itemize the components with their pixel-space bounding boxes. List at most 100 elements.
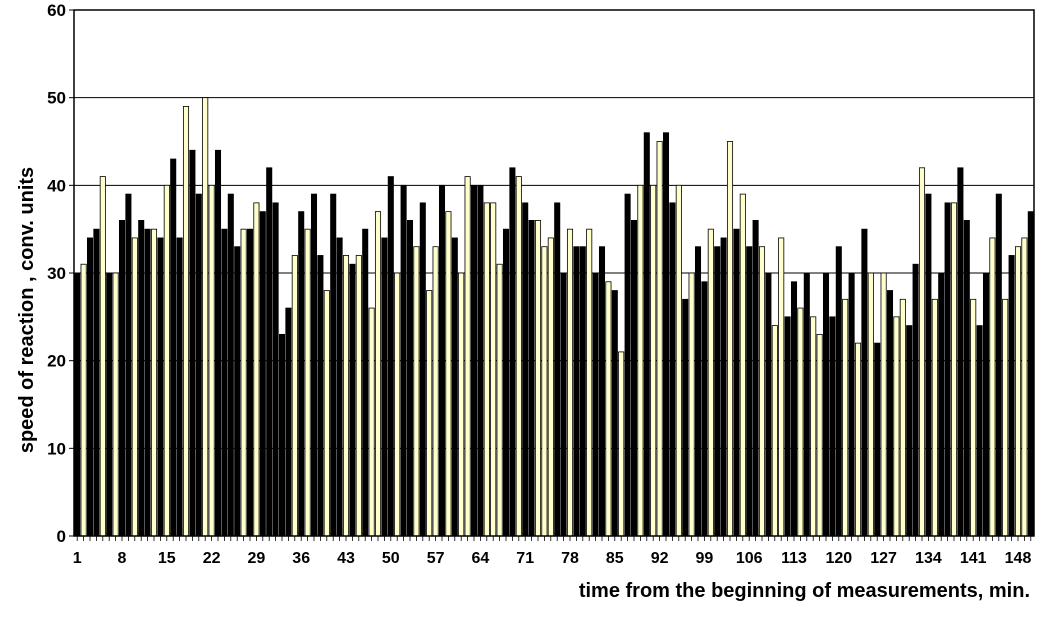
y-tick-label: 60 [47,1,66,20]
bar-119 [829,316,836,537]
bar-4 [93,228,100,537]
bar-41 [330,193,337,537]
x-tick-label: 92 [651,550,669,567]
y-axis-title: speed of reaction , conv. units [16,167,38,453]
bar-136 [938,272,945,537]
bar-9 [125,193,132,537]
bar-79 [573,246,580,537]
bar-81 [586,228,593,537]
bar-148 [1014,246,1022,537]
bar-66 [490,202,497,537]
x-tick-label: 43 [337,550,355,567]
bar-82 [592,272,599,537]
x-tick-label: 50 [382,550,400,567]
bar-110 [771,325,778,537]
bar-105 [739,193,746,537]
bar-44 [349,263,356,537]
x-tick-label: 113 [781,550,807,567]
bar-48 [374,211,382,537]
bar-143 [982,272,990,537]
bar-60 [451,237,458,537]
bar-30 [259,211,266,537]
bar-62 [464,176,471,537]
bar-134 [925,193,932,537]
bar-89 [637,184,644,537]
bar-86 [618,351,625,537]
bar-24 [221,228,228,537]
bar-15 [163,184,170,537]
bar-106 [746,246,753,537]
bar-121 [842,298,849,537]
bar-54 [413,246,420,537]
bar-47 [368,307,375,537]
x-tick-label: 99 [696,550,714,567]
bar-16 [170,158,177,537]
bar-59 [445,211,452,537]
bar-84 [605,281,612,537]
bar-132 [912,263,919,537]
bar-97 [688,272,695,537]
bar-3 [86,237,94,537]
bar-127 [880,272,887,537]
bar-130 [899,298,906,537]
bar-61 [458,272,465,537]
x-tick-label: 85 [606,550,624,567]
x-tick-label: 78 [561,550,579,567]
bar-74 [541,246,548,537]
bar-76 [554,202,561,537]
bar-149 [1021,237,1028,537]
bar-67 [496,263,503,537]
bar-135 [931,298,938,537]
bar-113 [790,281,798,537]
bar-40 [323,290,330,537]
bar-91 [650,184,657,537]
bar-23 [214,149,222,537]
x-tick-label: 127 [870,550,897,567]
bar-58 [438,184,446,537]
bar-10 [131,237,138,537]
bar-142 [976,325,983,537]
bar-138 [950,202,958,537]
bar-139 [957,167,964,537]
y-tick-label: 30 [47,264,66,283]
bar-37 [304,228,311,537]
bar-18 [182,106,190,537]
bar-140 [963,219,970,537]
bar-87 [624,193,631,537]
bar-22 [208,184,215,537]
bar-122 [848,272,855,537]
x-tick-label: 106 [736,550,763,567]
x-axis-title: time from the beginning of measurements,… [579,580,1030,602]
y-tick-label: 40 [47,176,66,195]
bar-93 [662,132,670,537]
bar-51 [394,272,401,537]
bar-8 [118,219,126,537]
y-tick-label: 50 [47,89,66,108]
bar-21 [202,97,209,537]
bar-133 [918,167,926,537]
bar-147 [1008,255,1015,537]
bar-31 [266,167,273,537]
bar-17 [176,237,183,537]
bar-137 [944,202,951,537]
bar-68 [502,228,510,537]
bars [74,97,1034,537]
bar-98 [694,246,702,537]
bar-14 [157,237,164,537]
bar-50 [387,176,394,537]
bar-131 [906,325,913,537]
bar-78 [566,228,574,537]
bar-12 [144,228,151,537]
bar-117 [816,333,823,537]
bar-6 [106,272,113,537]
bar-46 [362,228,369,537]
bar-27 [240,228,247,537]
bar-109 [765,272,772,537]
y-axis-ticks: 0 10 20 30 40 50 60 [47,1,74,546]
y-tick-label: 20 [47,352,66,371]
x-tick-label: 15 [158,550,176,567]
bar-145 [995,193,1002,537]
bar-43 [342,255,350,537]
bar-73 [534,219,542,537]
bar-39 [317,255,324,537]
